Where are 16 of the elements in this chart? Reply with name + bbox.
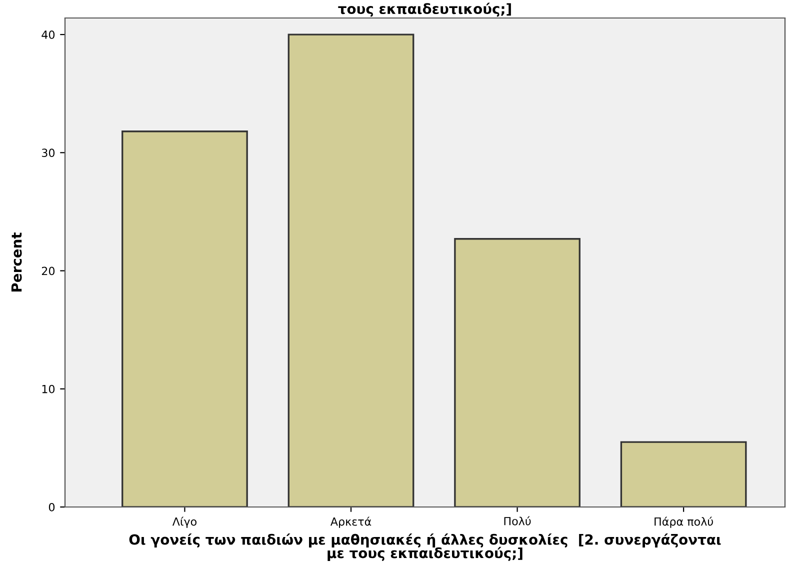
bar [620,441,747,507]
y-tick-label: 10 [42,384,55,394]
x-tick-label: Λίγο [172,516,196,528]
x-axis-title: Οι γονείς των παιδιών με μαθησιακές ή άλλες δυσκολίες [2. συνεργάζονται με τους εκπαιδευτικούς;] [129,533,721,561]
chart-title: τους εκπαιδευτικούς;] [338,2,511,17]
x-tick-label: Αρκετά [330,516,372,528]
y-axis-title: Percent [11,232,22,292]
bar [454,238,580,507]
y-tick-label: 30 [42,148,55,158]
y-tick-label: 40 [42,30,55,39]
bar [288,34,414,507]
y-tick-label: 20 [42,266,55,276]
bar [122,130,248,507]
y-tick-label: 0 [48,502,55,512]
x-tick-label: Πάρα πολύ [654,516,713,528]
x-tick-label: Πολύ [504,516,531,526]
